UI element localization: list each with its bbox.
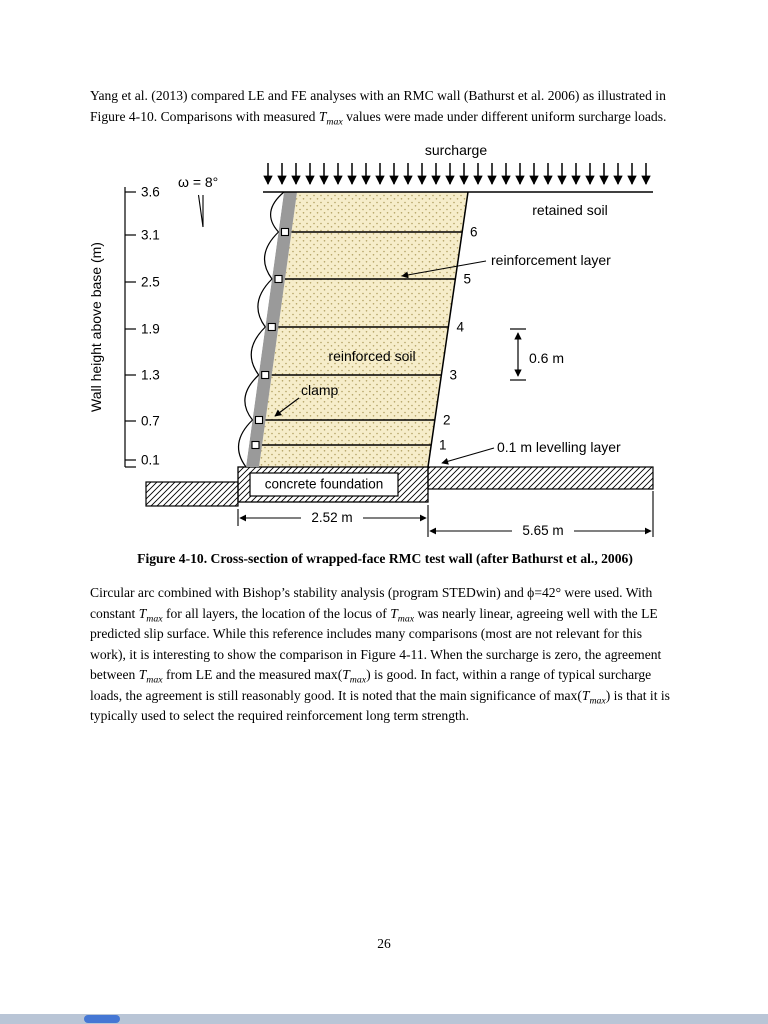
reinforced-zone-back-boundary — [427, 191, 469, 468]
figure-4-10: concrete foundation — [88, 137, 680, 545]
wrapped-face-bulges — [238, 191, 285, 468]
axis-tick-label: 2.5 — [141, 275, 160, 290]
page-number: 26 — [377, 936, 391, 951]
paragraph-discussion: Circular arc combined with Bishop’s stab… — [90, 585, 670, 723]
paragraph-intro: Yang et al. (2013) compared LE and FE an… — [90, 88, 667, 128]
foundation-width-dimension-label: 2.52 m — [311, 510, 352, 525]
viewer-scrollbar-thumb[interactable] — [84, 1015, 120, 1023]
reinforcement-layer-leader-arrow — [401, 260, 487, 279]
page-content: Yang et al. (2013) compared LE and FE an… — [88, 88, 680, 723]
axis-tick-label: 3.1 — [141, 228, 160, 243]
wall-height-axis — [124, 187, 136, 468]
axis-tick-label: 3.6 — [141, 185, 160, 200]
figure-caption: Figure 4-10. Cross-section of wrapped-fa… — [137, 551, 633, 566]
layer-number: 2 — [443, 413, 451, 428]
concrete-foundation-label-box — [249, 472, 399, 497]
spacing-dimension — [510, 328, 526, 381]
layer-numbers: 6 5 4 3 2 1 — [439, 225, 478, 453]
levelling-layer-leader-arrow — [441, 447, 495, 465]
batter-angle-wedge — [197, 194, 204, 228]
spacing-dimension-label: 0.6 m — [529, 350, 564, 366]
retained-soil-label: retained soil — [532, 202, 608, 218]
reinforced-soil-label: reinforced soil — [328, 348, 415, 364]
clamp-leader-arrow — [274, 397, 300, 417]
axis-tick-labels: 3.6 3.1 2.5 1.9 1.3 0.7 0.1 — [141, 185, 160, 468]
axis-tick-label: 0.1 — [141, 453, 160, 468]
axis-tick-label: 0.7 — [141, 414, 160, 429]
clamp-squares — [251, 227, 290, 450]
axis-title: Wall height above base (m) — [88, 242, 104, 412]
total-width-label-bg — [512, 523, 574, 539]
layer-number: 6 — [470, 225, 478, 240]
reinforced-soil-zone — [259, 192, 468, 467]
total-width-dimension-label: 5.65 m — [522, 523, 563, 538]
layer-number: 1 — [439, 438, 447, 453]
layer-number: 5 — [464, 272, 472, 287]
concrete-foundation-label: concrete foundation — [265, 477, 384, 492]
layer-number: 4 — [457, 320, 465, 335]
layer-number: 3 — [450, 368, 458, 383]
viewer-scrollbar-track[interactable] — [0, 1014, 768, 1024]
clamp-label: clamp — [301, 382, 339, 398]
levelling-layer-label: 0.1 m levelling layer — [497, 439, 621, 455]
surcharge-label: surcharge — [425, 142, 487, 158]
axis-tick-label: 1.9 — [141, 322, 160, 337]
foundation-width-label-bg — [301, 510, 363, 526]
axis-tick-label: 1.3 — [141, 368, 160, 383]
wall-cross-section-diagram: concrete foundation — [88, 142, 654, 539]
reinforcement-layer-lines — [262, 231, 462, 446]
surcharge-arrows — [263, 163, 651, 186]
reinforcement-layer-label: reinforcement layer — [491, 252, 611, 268]
batter-angle-label: ω = 8° — [178, 174, 218, 190]
